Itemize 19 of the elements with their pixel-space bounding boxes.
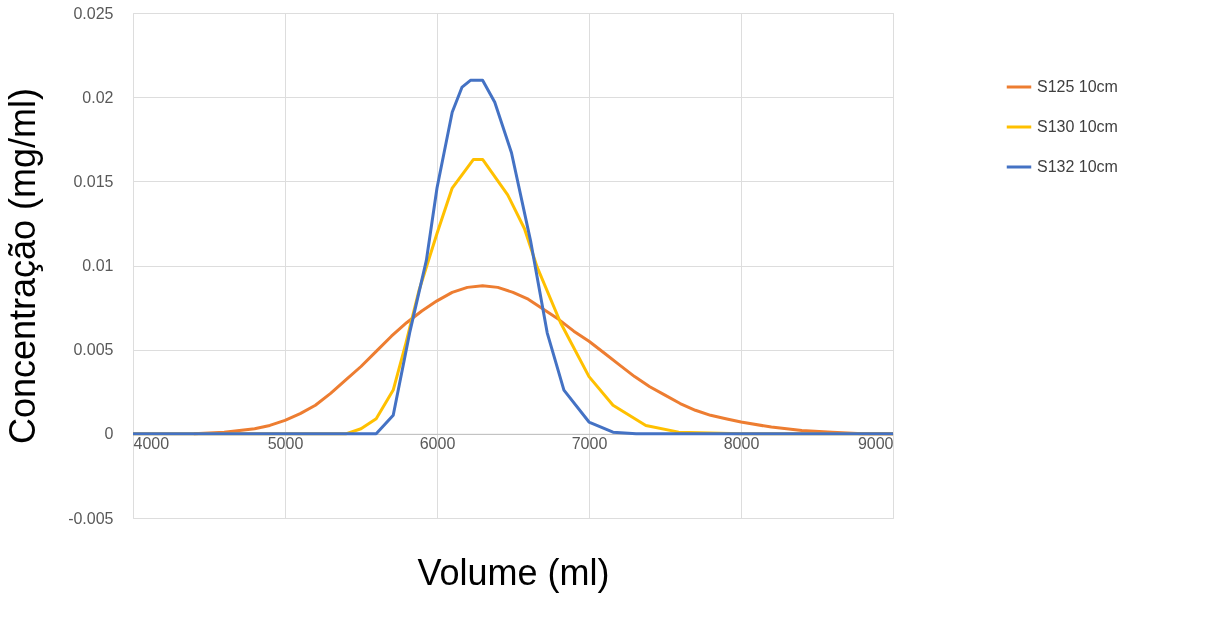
y-axis-title: Concentração (mg/ml): [2, 87, 44, 445]
x-tick-label: 7000: [571, 435, 608, 453]
y-tick-label: 0.005: [73, 341, 114, 359]
x-tick-label: 8000: [723, 435, 760, 453]
x-tick-label: 9000: [857, 435, 894, 453]
y-tick-label: 0: [104, 425, 114, 443]
legend-label: S132 10cm: [1037, 158, 1118, 175]
x-tick-label: 6000: [419, 435, 456, 453]
x-axis-title: Volume (ml): [417, 551, 610, 593]
legend-label: S130 10cm: [1037, 118, 1118, 135]
line-series: [131, 78, 895, 436]
y-tick-label: 0.02: [82, 88, 114, 106]
y-tick-label: 0.01: [82, 257, 114, 274]
y-tick-label: 0.015: [73, 172, 114, 190]
x-tick-label: 5000: [267, 435, 304, 453]
y-tick-label: 0.025: [73, 4, 114, 22]
x-tick-label: 4000: [133, 435, 170, 453]
y-tick-label: -0.005: [68, 509, 114, 527]
legend-label: S125 10cm: [1037, 78, 1118, 95]
